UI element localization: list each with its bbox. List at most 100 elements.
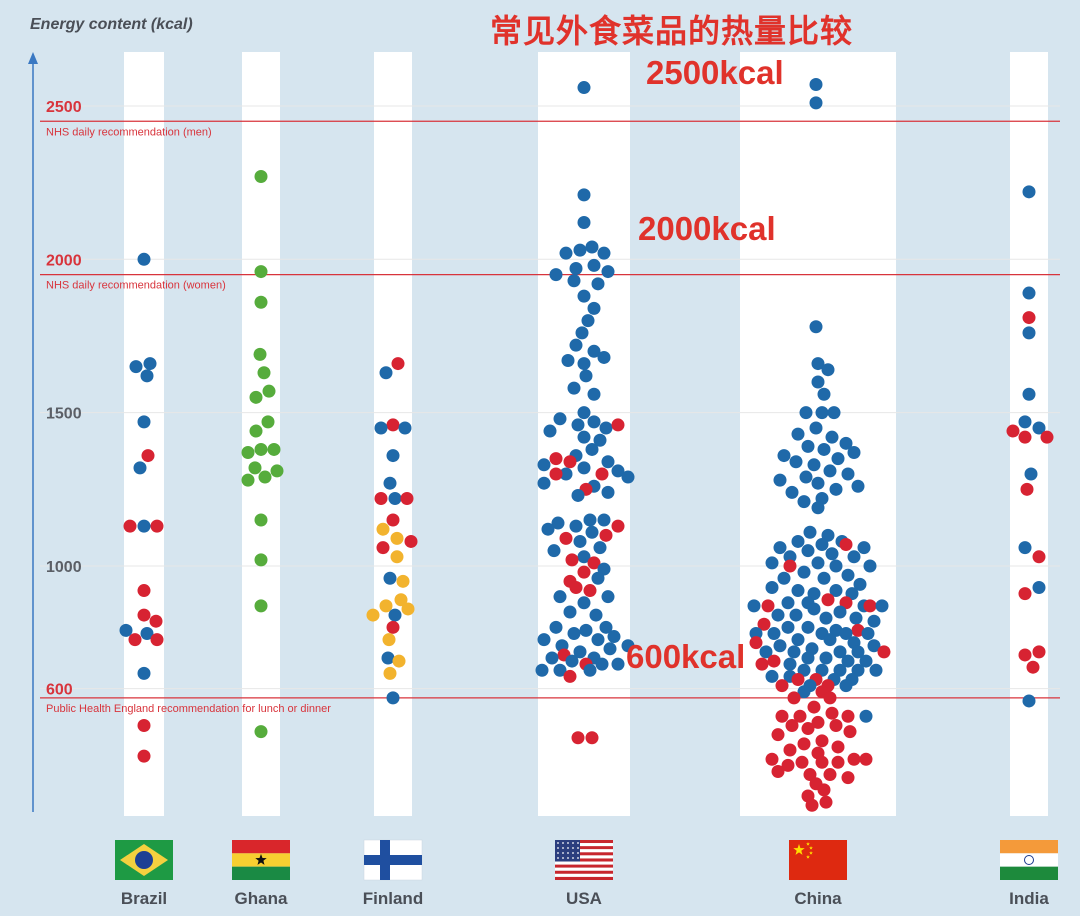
data-point <box>1018 587 1032 601</box>
flag-star <box>557 852 559 854</box>
china-flag-icon <box>789 840 847 880</box>
data-point <box>823 633 837 647</box>
flag-globe <box>135 851 153 869</box>
data-point <box>561 354 575 368</box>
data-point <box>567 274 581 288</box>
data-point <box>781 758 795 772</box>
data-point <box>404 534 418 548</box>
data-point <box>851 479 865 493</box>
data-point <box>811 375 825 389</box>
data-point <box>809 77 823 91</box>
data-point <box>829 482 843 496</box>
data-point <box>817 387 831 401</box>
data-point <box>573 243 587 257</box>
data-point <box>573 534 587 548</box>
flag-stripe <box>555 855 613 859</box>
data-point <box>815 734 829 748</box>
data-point <box>597 513 611 527</box>
data-point <box>587 258 601 272</box>
flag-stripe <box>555 849 613 853</box>
data-point <box>383 476 397 490</box>
data-point <box>839 436 853 450</box>
data-point <box>801 544 815 558</box>
data-point <box>607 630 621 644</box>
data-point <box>119 623 133 637</box>
usa-flag-icon <box>555 840 613 880</box>
data-point <box>791 427 805 441</box>
data-point <box>815 538 829 552</box>
data-point <box>388 608 402 622</box>
data-point <box>799 406 813 420</box>
reference-line-label-0: NHS daily recommendation (men) <box>46 126 212 138</box>
data-point <box>807 587 821 601</box>
data-point <box>829 623 843 637</box>
data-point <box>817 783 831 797</box>
flag-stripe <box>555 843 613 847</box>
data-point <box>559 467 573 481</box>
brazil-flag-icon <box>115 840 173 880</box>
flag-stripe <box>1000 866 1058 880</box>
data-point <box>801 722 815 736</box>
flag-cross <box>364 855 422 865</box>
data-point <box>783 657 797 671</box>
data-point <box>857 541 871 555</box>
data-point <box>597 350 611 364</box>
data-point <box>621 639 635 653</box>
data-point <box>394 593 408 607</box>
data-point <box>563 605 577 619</box>
data-point <box>789 608 803 622</box>
data-point <box>249 390 263 404</box>
data-point <box>262 384 276 398</box>
data-point <box>807 602 821 616</box>
data-point <box>819 611 833 625</box>
data-point <box>248 461 262 475</box>
data-point <box>599 421 613 435</box>
data-point <box>847 550 861 564</box>
data-point <box>841 568 855 582</box>
flag-star <box>572 847 574 849</box>
data-point <box>140 369 154 383</box>
data-point <box>793 709 807 723</box>
data-point <box>1018 415 1032 429</box>
data-point <box>831 740 845 754</box>
data-point <box>1018 648 1032 662</box>
data-point <box>809 421 823 435</box>
data-point <box>577 357 591 371</box>
data-point <box>577 550 591 564</box>
flag-star <box>577 852 579 854</box>
data-point <box>267 442 281 456</box>
data-point <box>777 571 791 585</box>
data-point <box>1026 660 1040 674</box>
data-point <box>825 430 839 444</box>
data-point <box>875 599 889 613</box>
data-point <box>137 718 151 732</box>
data-point <box>797 685 811 699</box>
data-point <box>599 528 613 542</box>
data-point <box>569 338 583 352</box>
data-point <box>571 731 585 745</box>
series-china <box>747 77 891 812</box>
data-point <box>123 519 137 533</box>
data-point <box>1022 326 1036 340</box>
data-point <box>593 433 607 447</box>
data-point <box>595 657 609 671</box>
data-point <box>577 289 591 303</box>
data-point <box>787 691 801 705</box>
data-point <box>254 265 268 279</box>
flag-star <box>567 857 569 859</box>
data-point <box>382 633 396 647</box>
data-point <box>386 449 400 463</box>
reference-callout-0: 2500kcal <box>646 54 784 91</box>
data-point <box>140 626 154 640</box>
data-point <box>799 470 813 484</box>
data-point <box>765 556 779 570</box>
data-point <box>1020 482 1034 496</box>
data-point <box>386 418 400 432</box>
data-point <box>392 654 406 668</box>
data-point <box>569 580 583 594</box>
data-point <box>587 387 601 401</box>
data-point <box>597 562 611 576</box>
flag-stripe <box>555 846 613 850</box>
data-point <box>833 645 847 659</box>
